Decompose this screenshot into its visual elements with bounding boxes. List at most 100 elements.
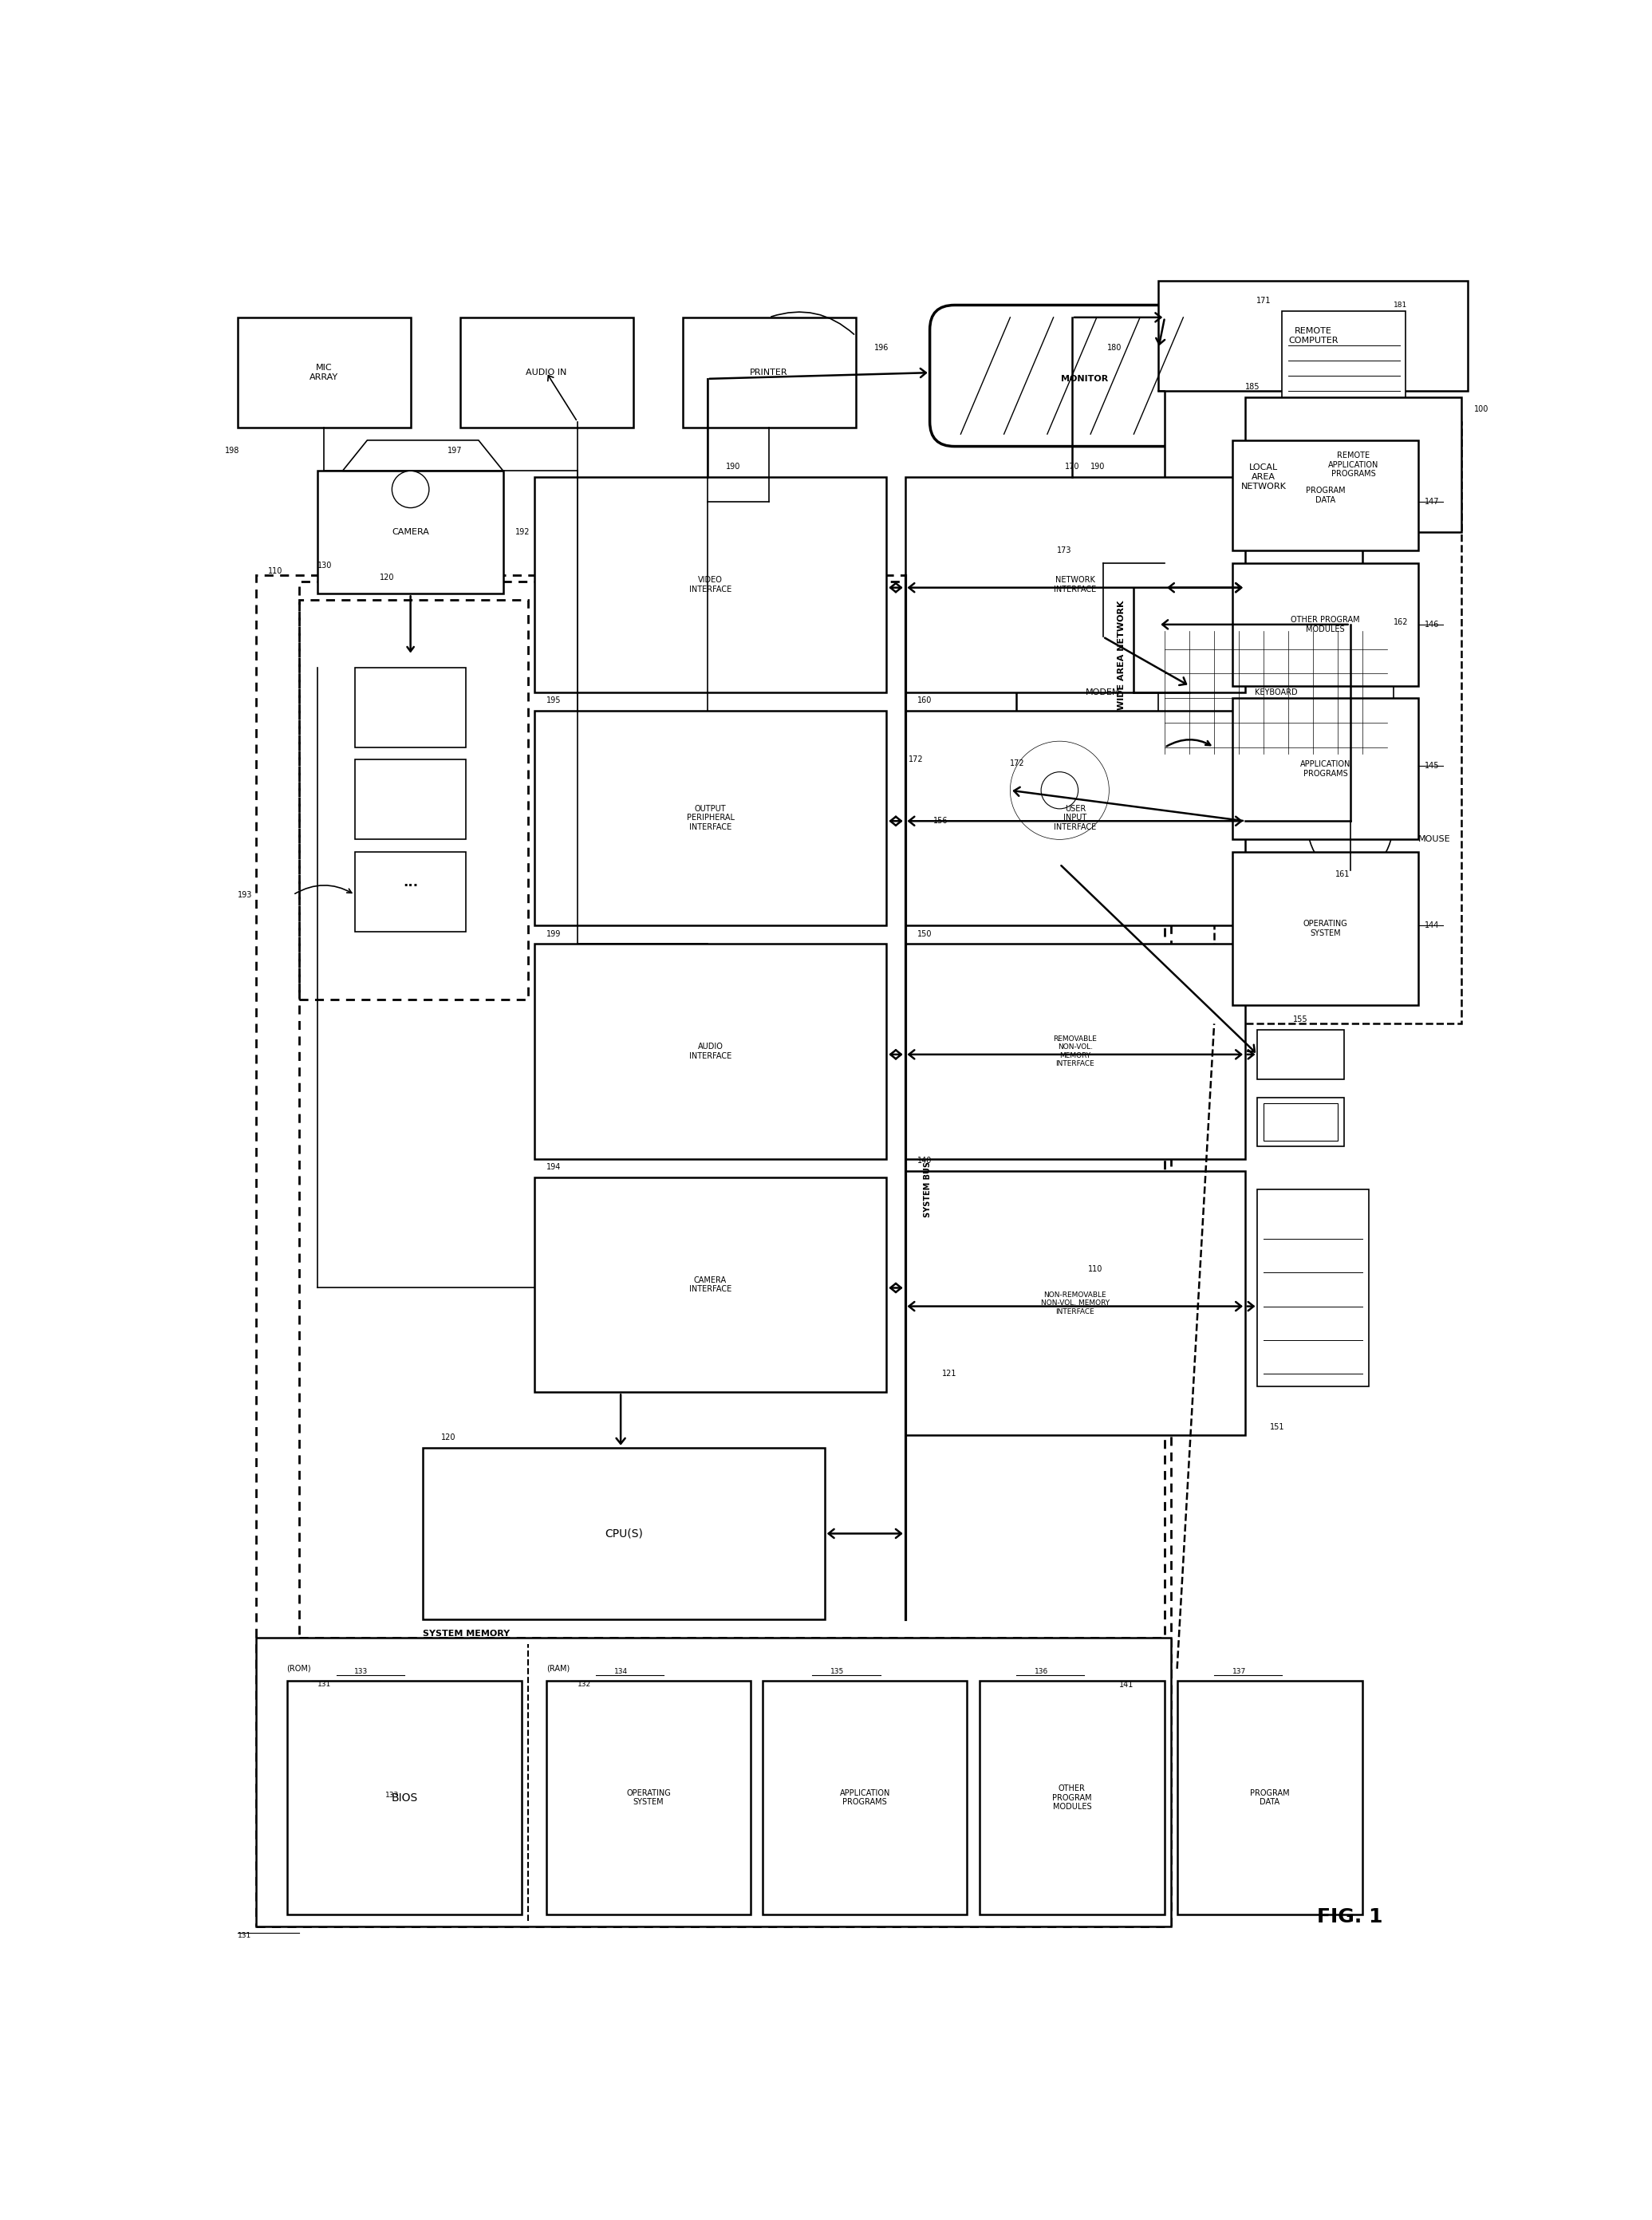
Text: MIC
ARRAY: MIC ARRAY bbox=[309, 364, 339, 382]
Text: WIDE AREA NETWORK: WIDE AREA NETWORK bbox=[1117, 599, 1125, 710]
Bar bbox=[256, 575, 1171, 1927]
Text: 170: 170 bbox=[1064, 464, 1079, 471]
Bar bbox=[1257, 1190, 1370, 1385]
Bar bbox=[355, 852, 466, 932]
Bar bbox=[423, 1447, 824, 1621]
Text: REMOTE
COMPUTER: REMOTE COMPUTER bbox=[1289, 326, 1338, 344]
Bar bbox=[1158, 280, 1467, 391]
Text: 190: 190 bbox=[725, 464, 740, 471]
Text: 156: 156 bbox=[933, 817, 948, 826]
Bar bbox=[1232, 564, 1417, 686]
Text: 173: 173 bbox=[1057, 546, 1072, 555]
Text: 198: 198 bbox=[225, 446, 240, 455]
Bar bbox=[905, 477, 1246, 693]
Text: OPERATING
SYSTEM: OPERATING SYSTEM bbox=[626, 1789, 671, 1807]
Text: 147: 147 bbox=[1424, 497, 1439, 506]
Text: CAMERA
INTERFACE: CAMERA INTERFACE bbox=[689, 1276, 732, 1294]
Text: 134: 134 bbox=[615, 1667, 628, 1674]
Text: 185: 185 bbox=[1246, 384, 1260, 391]
Text: LOCAL
AREA
NETWORK: LOCAL AREA NETWORK bbox=[1241, 464, 1287, 491]
Text: NON-REMOVABLE
NON-VOL. MEMORY
INTERFACE: NON-REMOVABLE NON-VOL. MEMORY INTERFACE bbox=[1041, 1292, 1110, 1314]
Ellipse shape bbox=[1307, 766, 1393, 877]
Text: OPERATING
SYSTEM: OPERATING SYSTEM bbox=[1303, 919, 1348, 937]
Bar bbox=[1246, 397, 1462, 533]
Text: APPLICATION
PROGRAMS: APPLICATION PROGRAMS bbox=[1300, 759, 1351, 777]
Bar bbox=[1214, 422, 1462, 1023]
Bar bbox=[763, 1681, 966, 1914]
Bar bbox=[1178, 1681, 1363, 1914]
Text: 199: 199 bbox=[547, 930, 562, 937]
Bar bbox=[534, 1177, 887, 1392]
Text: KEYBOARD: KEYBOARD bbox=[1254, 688, 1297, 697]
Bar bbox=[905, 710, 1246, 926]
Bar bbox=[1257, 1097, 1345, 1146]
Bar bbox=[905, 943, 1246, 1159]
Text: (RAM): (RAM) bbox=[547, 1665, 570, 1672]
Text: 195: 195 bbox=[547, 697, 562, 704]
Bar bbox=[534, 943, 887, 1159]
Text: BIOS: BIOS bbox=[392, 1792, 418, 1803]
Bar bbox=[355, 759, 466, 839]
Text: 161: 161 bbox=[1335, 870, 1350, 879]
Text: PROGRAM
DATA: PROGRAM DATA bbox=[1305, 486, 1345, 504]
Text: 131: 131 bbox=[317, 1681, 332, 1687]
Bar bbox=[287, 1681, 522, 1914]
Text: 190: 190 bbox=[1090, 464, 1105, 471]
Text: VIDEO
INTERFACE: VIDEO INTERFACE bbox=[689, 575, 732, 593]
Bar bbox=[547, 1681, 750, 1914]
Text: NETWORK
INTERFACE: NETWORK INTERFACE bbox=[1054, 575, 1097, 593]
Text: USER
INPUT
INTERFACE: USER INPUT INTERFACE bbox=[1054, 804, 1097, 830]
Text: 133: 133 bbox=[385, 1792, 398, 1798]
Bar bbox=[1165, 317, 1363, 637]
Bar bbox=[1232, 852, 1417, 1006]
Text: 132: 132 bbox=[578, 1681, 591, 1687]
Text: 133: 133 bbox=[354, 1667, 368, 1674]
Text: 141: 141 bbox=[1118, 1681, 1133, 1689]
Text: 137: 137 bbox=[1232, 1667, 1246, 1674]
Text: 121: 121 bbox=[942, 1370, 957, 1379]
Text: REMOVABLE
NON-VOL.
MEMORY
INTERFACE: REMOVABLE NON-VOL. MEMORY INTERFACE bbox=[1054, 1035, 1097, 1068]
Text: OTHER PROGRAM
MODULES: OTHER PROGRAM MODULES bbox=[1290, 615, 1360, 633]
Bar bbox=[1232, 699, 1417, 839]
Text: 196: 196 bbox=[874, 344, 889, 353]
Bar bbox=[534, 477, 887, 693]
Text: 172: 172 bbox=[909, 755, 923, 764]
Text: 151: 151 bbox=[1270, 1423, 1285, 1432]
Text: 192: 192 bbox=[515, 528, 530, 537]
Text: 146: 146 bbox=[1424, 622, 1439, 628]
Bar bbox=[682, 317, 856, 428]
Text: AUDIO
INTERFACE: AUDIO INTERFACE bbox=[689, 1043, 732, 1059]
Bar bbox=[1016, 637, 1189, 748]
Bar bbox=[355, 668, 466, 748]
Text: 144: 144 bbox=[1424, 921, 1439, 930]
Circle shape bbox=[392, 471, 430, 508]
Bar bbox=[256, 1638, 1171, 1927]
Bar bbox=[905, 1172, 1246, 1436]
Bar bbox=[1232, 440, 1417, 551]
Text: 136: 136 bbox=[1034, 1667, 1047, 1674]
Text: 194: 194 bbox=[547, 1163, 562, 1172]
Bar bbox=[1257, 1030, 1345, 1079]
Text: CPU(S): CPU(S) bbox=[605, 1527, 643, 1538]
Text: MONITOR: MONITOR bbox=[1061, 375, 1108, 382]
Text: 197: 197 bbox=[448, 446, 463, 455]
Bar bbox=[317, 471, 504, 593]
Text: 110: 110 bbox=[268, 568, 282, 575]
Text: 100: 100 bbox=[1474, 406, 1488, 413]
Text: 162: 162 bbox=[1393, 619, 1408, 626]
Bar bbox=[1282, 311, 1406, 404]
Text: 171: 171 bbox=[1256, 297, 1270, 304]
Text: OUTPUT
PERIPHERAL
INTERFACE: OUTPUT PERIPHERAL INTERFACE bbox=[686, 804, 733, 830]
Circle shape bbox=[1041, 773, 1079, 808]
Text: 140: 140 bbox=[917, 1157, 932, 1166]
Bar bbox=[299, 599, 529, 999]
Polygon shape bbox=[342, 440, 504, 471]
Text: 160: 160 bbox=[917, 697, 932, 704]
Text: CAMERA: CAMERA bbox=[392, 528, 430, 537]
Text: 130: 130 bbox=[317, 562, 332, 568]
Text: PRINTER: PRINTER bbox=[750, 369, 788, 377]
Text: SYSTEM MEMORY: SYSTEM MEMORY bbox=[423, 1629, 510, 1638]
Text: 120: 120 bbox=[441, 1434, 456, 1441]
Text: SYSTEM BUS: SYSTEM BUS bbox=[923, 1161, 932, 1217]
Text: 110: 110 bbox=[1089, 1265, 1104, 1274]
